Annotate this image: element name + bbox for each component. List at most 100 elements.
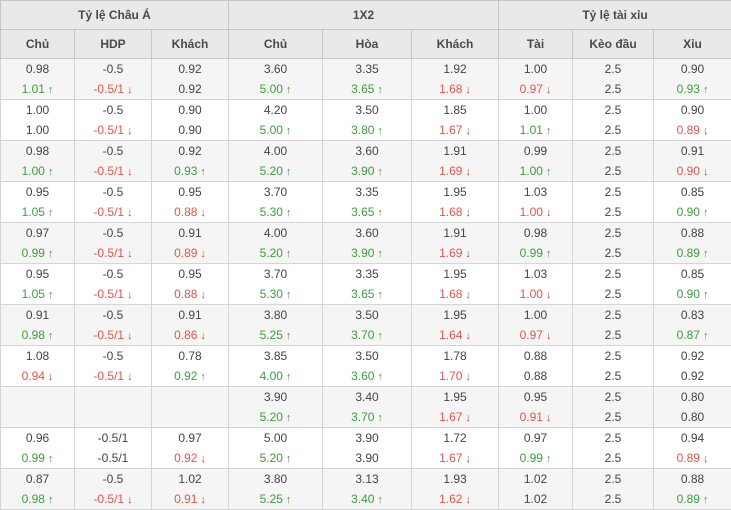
odds-value: 0.94 xyxy=(654,428,731,448)
odds-value-text: 1.00 xyxy=(26,103,49,117)
odds-value: 0.94↓ xyxy=(1,366,74,386)
odds-value-text: 1.95 xyxy=(443,308,466,322)
odds-value-text: 5.20 xyxy=(260,164,283,178)
up-arrow-icon: ↑ xyxy=(703,330,709,342)
odds-value-text: -0.5 xyxy=(103,226,124,240)
odds-value-text: 5.20 xyxy=(260,451,283,465)
odds-value: 1.08 xyxy=(1,346,74,366)
odds-cell: -0.5-0.5/1↓ xyxy=(75,141,152,182)
odds-value: 0.88↓ xyxy=(152,284,228,304)
odds-value-text: 5.00 xyxy=(260,123,283,137)
odds-value-text: 2.5 xyxy=(605,431,622,445)
odds-value: 1.72 xyxy=(412,428,498,448)
odds-value: 1.01↑ xyxy=(499,120,572,140)
odds-value-text: 3.65 xyxy=(351,82,374,96)
odds-value: 5.00 xyxy=(229,428,322,448)
odds-value: 0.93↑ xyxy=(152,161,228,181)
odds-value: 5.25↑ xyxy=(229,489,322,509)
column-header-asian-home: Chủ xyxy=(1,30,75,59)
up-arrow-icon: ↑ xyxy=(377,84,383,96)
odds-value-text: 2.5 xyxy=(605,390,622,404)
odds-value: 3.85 xyxy=(229,346,322,366)
odds-value: 3.70↑ xyxy=(323,325,411,345)
odds-value: 0.92 xyxy=(152,141,228,161)
odds-cell: -0.5-0.5/1↓ xyxy=(75,100,152,141)
odds-value: 2.5 xyxy=(573,141,653,161)
odds-value-text: 1.00 xyxy=(520,164,543,178)
odds-value-text: 0.89 xyxy=(677,246,700,260)
down-arrow-icon: ↓ xyxy=(546,289,552,301)
odds-value-text: -0.5/1 xyxy=(93,287,124,301)
odds-value: 3.65↑ xyxy=(323,202,411,222)
odds-value: 1.01↑ xyxy=(1,79,74,99)
odds-value-text: 0.98 xyxy=(22,492,45,506)
down-arrow-icon: ↓ xyxy=(546,412,552,424)
odds-value-text: 0.99 xyxy=(22,451,45,465)
odds-value-text: 5.00 xyxy=(264,431,287,445)
up-arrow-icon: ↑ xyxy=(703,289,709,301)
odds-value-text: -0.5 xyxy=(103,144,124,158)
odds-value-text: 0.99 xyxy=(520,451,543,465)
odds-value-text: 0.90 xyxy=(681,62,704,76)
odds-value: 1.00↓ xyxy=(499,284,572,304)
odds-value-text: 3.13 xyxy=(355,472,378,486)
odds-value: 1.93 xyxy=(412,469,498,489)
odds-value-text: 1.78 xyxy=(443,349,466,363)
odds-value: 0.85 xyxy=(654,182,731,202)
down-arrow-icon: ↓ xyxy=(465,494,471,506)
odds-value: 1.67↓ xyxy=(412,407,498,427)
odds-value-text: 4.00 xyxy=(264,226,287,240)
odds-value: 5.20↑ xyxy=(229,407,322,427)
odds-value-text: 3.60 xyxy=(355,144,378,158)
odds-value-text: 1.91 xyxy=(443,144,466,158)
odds-value: 0.91 xyxy=(152,223,228,243)
odds-value-text: 3.80 xyxy=(351,123,374,137)
odds-value-text: -0.5/1 xyxy=(93,492,124,506)
up-arrow-icon: ↑ xyxy=(377,207,383,219)
odds-value: 0.98 xyxy=(1,59,74,79)
up-arrow-icon: ↑ xyxy=(377,125,383,137)
odds-value: 3.60 xyxy=(229,59,322,79)
odds-value: 3.70 xyxy=(229,264,322,284)
odds-value-text: 0.87 xyxy=(677,328,700,342)
down-arrow-icon: ↓ xyxy=(127,166,133,178)
odds-value: 2.5 xyxy=(573,202,653,222)
odds-value-text: 0.95 xyxy=(26,185,49,199)
odds-value: 1.00 xyxy=(1,100,74,120)
odds-value-text: 0.98 xyxy=(524,226,547,240)
odds-value-text: 0.98 xyxy=(22,328,45,342)
odds-value: 1.00↓ xyxy=(499,202,572,222)
odds-value-text: 0.99 xyxy=(520,246,543,260)
odds-value-text: 0.83 xyxy=(681,308,704,322)
up-arrow-icon: ↑ xyxy=(286,84,292,96)
odds-value: 1.02 xyxy=(152,469,228,489)
odds-value-text: 2.5 xyxy=(605,185,622,199)
odds-value-text: 0.90 xyxy=(677,164,700,178)
odds-value-text: 1.68 xyxy=(439,82,462,96)
odds-value: 3.50 xyxy=(323,305,411,325)
column-header-asian-away: Khách xyxy=(152,30,229,59)
up-arrow-icon: ↑ xyxy=(48,494,54,506)
odds-value-text: 0.98 xyxy=(26,62,49,76)
odds-value-text: 1.00 xyxy=(520,287,543,301)
column-header-row: Chủ HDP Khách Chủ Hòa Khách Tài Kèo đầu … xyxy=(1,30,731,59)
odds-value: 0.98 xyxy=(1,141,74,161)
odds-value: 0.89↑ xyxy=(654,243,731,263)
odds-value: 1.02 xyxy=(499,469,572,489)
